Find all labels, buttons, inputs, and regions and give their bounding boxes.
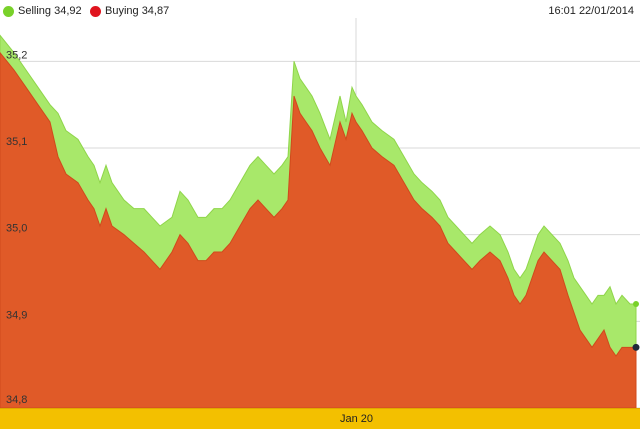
y-tick-label-2: 35,0 [6,223,27,235]
buying-end-marker [632,343,640,351]
y-tick-label-3: 35,1 [6,136,27,148]
y-axis-ticks: 34,8 34,9 35,0 35,1 35,2 [6,49,27,406]
selling-dot-icon [3,6,14,17]
buying-area [0,51,637,409]
y-tick-label-1: 34,9 [6,309,27,321]
chart-legend: Selling 34,92 Buying 34,87 [0,0,640,22]
legend-buying-label: Buying 34,87 [105,5,170,17]
date-band: Jan 20 [0,408,640,429]
timestamp: 16:01 22/01/2014 [548,5,634,17]
selling-end-marker [633,301,639,307]
y-tick-label-0: 34,8 [6,394,27,406]
date-band-label: Jan 20 [340,413,374,425]
y-tick-label-4: 35,2 [6,49,27,61]
legend-selling-label: Selling 34,92 [18,5,82,17]
buying-dot-icon [90,6,101,17]
